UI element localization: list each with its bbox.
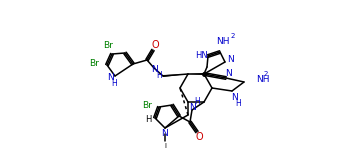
Text: Br: Br	[142, 100, 152, 110]
Text: Br: Br	[89, 58, 99, 68]
Text: N: N	[189, 102, 196, 112]
Polygon shape	[188, 73, 204, 75]
Text: O: O	[151, 40, 159, 50]
Text: H: H	[145, 116, 151, 124]
Text: 2: 2	[264, 71, 268, 77]
Text: Br: Br	[103, 40, 113, 50]
Text: NH: NH	[256, 75, 269, 85]
Text: N: N	[107, 73, 113, 81]
Text: I: I	[164, 143, 166, 149]
Text: N: N	[152, 65, 158, 74]
Polygon shape	[163, 74, 188, 77]
Text: H: H	[235, 98, 241, 108]
Text: H: H	[156, 72, 162, 80]
Text: NH: NH	[216, 37, 230, 47]
Text: H: H	[194, 96, 200, 106]
Text: N: N	[227, 54, 233, 64]
Text: N: N	[231, 93, 237, 101]
Text: 2: 2	[231, 33, 235, 39]
Text: O: O	[195, 132, 203, 142]
Text: N: N	[226, 69, 232, 77]
Text: H: H	[111, 79, 117, 89]
Text: HN: HN	[195, 51, 207, 59]
Text: N: N	[160, 129, 167, 137]
